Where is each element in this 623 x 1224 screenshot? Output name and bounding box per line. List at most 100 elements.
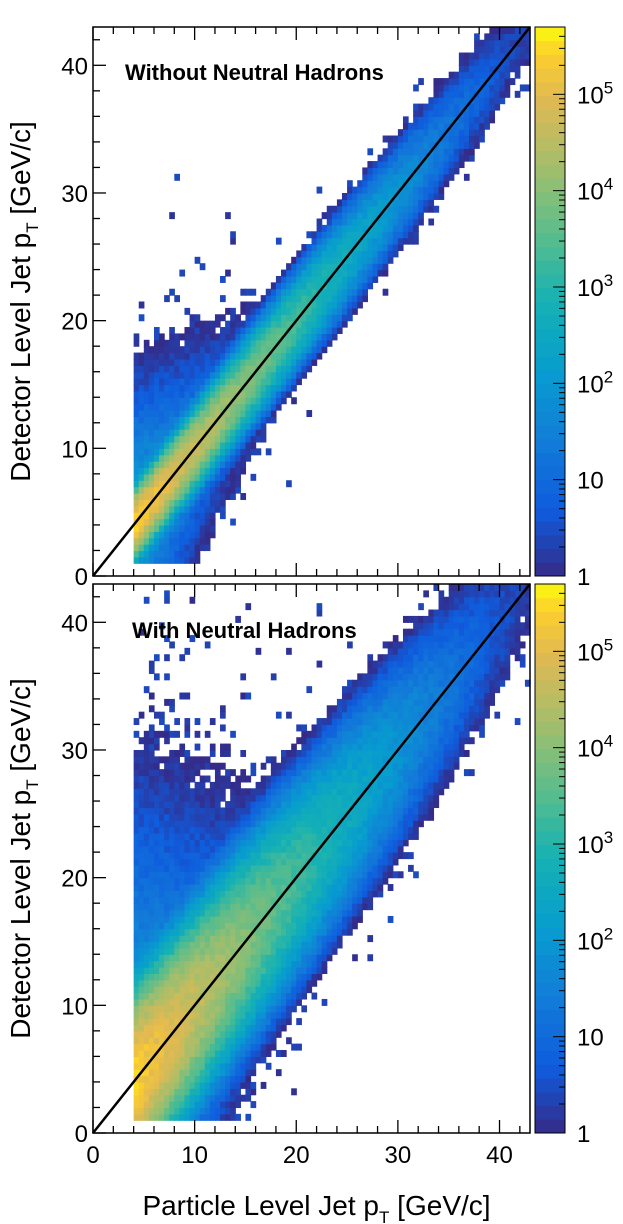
heatmap-cell xyxy=(199,1030,206,1038)
heatmap-cell xyxy=(230,346,236,354)
heatmap-cell xyxy=(169,820,175,828)
heatmap-cell xyxy=(286,711,292,719)
heatmap-cell xyxy=(199,537,206,545)
heatmap-cell xyxy=(418,199,424,207)
heatmap-cell xyxy=(189,358,196,366)
heatmap-cell xyxy=(265,320,272,328)
heatmap-cell xyxy=(362,711,368,719)
heatmap-cell xyxy=(214,486,221,494)
heatmap-cell xyxy=(519,39,526,47)
heatmap-cell xyxy=(255,429,262,437)
heatmap-cell xyxy=(194,743,201,751)
heatmap-cell xyxy=(189,1011,196,1019)
heatmap-cell xyxy=(250,435,257,443)
heatmap-cell xyxy=(382,135,389,143)
heatmap-cell xyxy=(189,928,196,936)
heatmap-cell xyxy=(179,654,186,662)
heatmap-cell xyxy=(392,161,399,169)
heatmap-cell xyxy=(347,845,353,853)
heatmap-cell xyxy=(133,890,140,898)
heatmap-cell xyxy=(174,890,180,898)
heatmap-cell xyxy=(408,724,414,732)
heatmap-cell xyxy=(148,524,155,532)
heatmap-cell xyxy=(392,794,399,802)
heatmap-cell xyxy=(402,749,409,757)
heatmap-cell xyxy=(204,441,211,449)
heatmap-cell xyxy=(255,346,262,354)
heatmap-cell xyxy=(265,915,272,923)
heatmap-cell xyxy=(306,922,313,930)
heatmap-cell xyxy=(179,807,186,815)
heatmap-cell xyxy=(153,820,160,828)
heatmap-cell xyxy=(138,890,145,898)
heatmap-cell xyxy=(189,890,196,898)
heatmap-cell xyxy=(494,58,501,66)
colorbar-segment xyxy=(535,301,565,316)
heatmap-cell xyxy=(245,852,252,860)
heatmap-cell xyxy=(159,416,165,424)
colorbar-segment xyxy=(535,123,565,138)
heatmap-cell xyxy=(189,871,196,879)
heatmap-cell xyxy=(138,544,145,552)
heatmap-cell xyxy=(402,794,409,802)
heatmap-cell xyxy=(138,1018,145,1026)
heatmap-cell xyxy=(362,679,368,687)
heatmap-cell xyxy=(392,730,399,738)
heatmap-cell xyxy=(326,826,333,834)
heatmap-cell xyxy=(301,884,308,892)
heatmap-cell xyxy=(260,788,267,796)
heatmap-cell xyxy=(164,909,170,917)
heatmap-cell xyxy=(311,237,318,245)
heatmap-cell xyxy=(392,205,399,213)
heatmap-cell xyxy=(153,365,160,373)
heatmap-cell xyxy=(331,224,338,232)
heatmap-cell xyxy=(174,1030,180,1038)
heatmap-cell xyxy=(428,730,435,738)
heatmap-cell xyxy=(408,743,414,751)
heatmap-cell xyxy=(392,692,399,700)
heatmap-cell xyxy=(428,161,435,169)
heatmap-cell xyxy=(138,524,145,532)
heatmap-cell xyxy=(159,537,165,545)
heatmap-cell xyxy=(230,1062,236,1070)
heatmap-cell xyxy=(387,135,394,143)
heatmap-cell xyxy=(220,384,226,392)
heatmap-cell xyxy=(433,186,440,194)
heatmap-cell xyxy=(225,903,231,911)
heatmap-cell xyxy=(316,250,323,258)
heatmap-cell xyxy=(291,826,297,834)
heatmap-cell xyxy=(240,422,247,430)
heatmap-cell xyxy=(367,205,374,213)
heatmap-cell xyxy=(225,896,231,904)
heatmap-cell xyxy=(214,384,221,392)
heatmap-cell xyxy=(428,711,435,719)
heatmap-cell xyxy=(260,365,267,373)
heatmap-cell xyxy=(204,397,211,405)
heatmap-cell xyxy=(148,903,155,911)
heatmap-cell xyxy=(148,1107,155,1115)
heatmap-cell xyxy=(372,788,379,796)
heatmap-cell xyxy=(387,884,394,892)
heatmap-cell xyxy=(260,973,267,981)
heatmap-cell xyxy=(189,429,196,437)
heatmap-cell xyxy=(138,807,145,815)
heatmap-cell xyxy=(143,890,150,898)
heatmap-cell xyxy=(306,877,313,885)
heatmap-cell xyxy=(133,397,140,405)
heatmap-cell xyxy=(377,871,384,879)
heatmap-cell xyxy=(453,647,460,655)
heatmap-cell xyxy=(296,986,302,994)
heatmap-cell xyxy=(438,192,445,200)
heatmap-cell xyxy=(174,461,180,469)
heatmap-cell xyxy=(255,928,262,936)
heatmap-cell xyxy=(270,390,277,398)
heatmap-cell xyxy=(275,711,282,719)
heatmap-cell xyxy=(418,212,424,220)
heatmap-cell xyxy=(169,544,175,552)
heatmap-cell xyxy=(336,256,343,264)
heatmap-cell xyxy=(265,826,272,834)
heatmap-cell xyxy=(453,711,460,719)
heatmap-cell xyxy=(413,205,419,213)
heatmap-cell xyxy=(281,769,287,777)
heatmap-cell xyxy=(296,826,302,834)
